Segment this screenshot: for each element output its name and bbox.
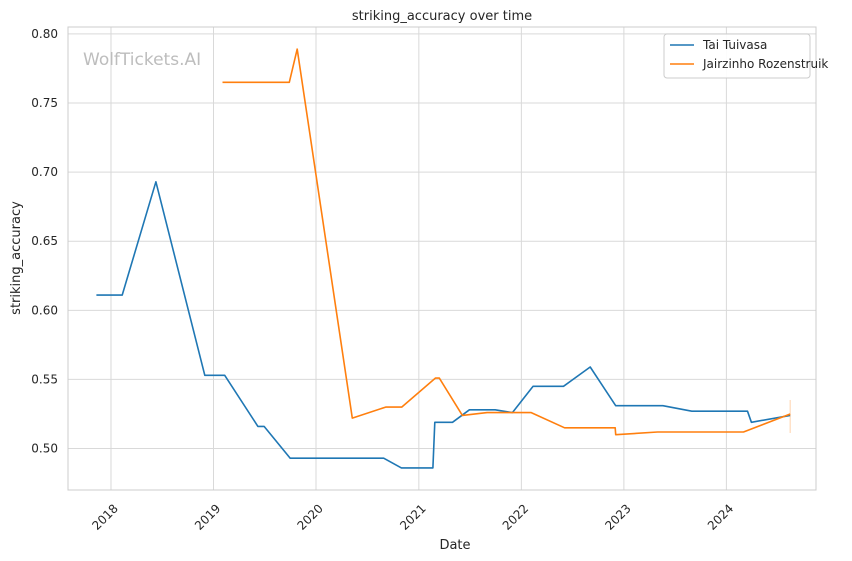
series-lines bbox=[96, 48, 791, 469]
chart-title: striking_accuracy over time bbox=[352, 9, 532, 24]
y-tick-label: 0.55 bbox=[31, 372, 58, 386]
y-tick-label: 0.65 bbox=[31, 234, 58, 248]
legend: Tai Tuivasa Jairzinho Rozenstruik bbox=[663, 33, 828, 79]
series-line-tai-tuivasa bbox=[96, 181, 791, 469]
y-tick-label: 0.70 bbox=[31, 165, 58, 179]
y-tick-label: 0.60 bbox=[31, 303, 58, 317]
y-axis-label: striking_accuracy bbox=[9, 201, 24, 315]
plot-frame bbox=[67, 26, 817, 491]
legend-label-jairzinho-rozenstruik: Jairzinho Rozenstruik bbox=[702, 57, 828, 71]
grid bbox=[68, 27, 816, 490]
watermark: WolfTickets.AI bbox=[83, 50, 201, 70]
x-axis-label: Date bbox=[439, 538, 470, 553]
series-line-jairzinho-rozenstruik bbox=[222, 48, 791, 436]
legend-box bbox=[663, 33, 811, 79]
y-tick-label: 0.50 bbox=[31, 442, 58, 456]
y-tick-label: 0.75 bbox=[31, 96, 58, 110]
y-tick-label: 0.80 bbox=[31, 27, 58, 41]
legend-label-tai-tuivasa: Tai Tuivasa bbox=[702, 38, 767, 52]
